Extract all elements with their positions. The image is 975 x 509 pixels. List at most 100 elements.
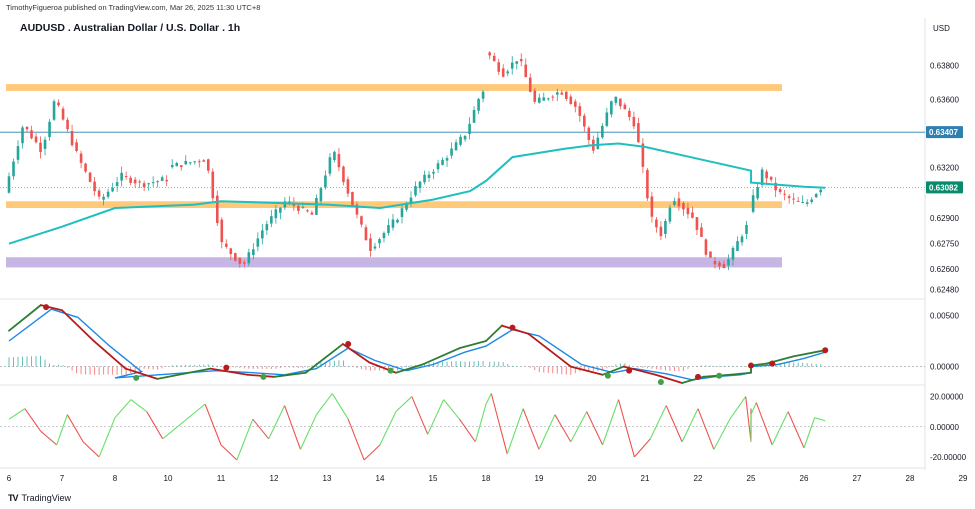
candle-body — [414, 186, 417, 196]
candle-body — [256, 238, 260, 247]
candle-body — [463, 135, 467, 140]
candle-body — [614, 96, 618, 103]
candle-body — [751, 195, 755, 212]
candle-body — [124, 176, 128, 178]
candle-body — [197, 161, 201, 163]
time-tick-label: 14 — [376, 474, 385, 483]
cross-dot-bullish — [657, 378, 664, 385]
cross-dot-bullish — [133, 374, 140, 381]
momentum-line-segment — [427, 399, 445, 435]
momentum-line-segment — [204, 403, 222, 446]
candle-body — [632, 116, 636, 127]
time-tick-label: 12 — [270, 474, 279, 483]
candle-body — [686, 207, 690, 215]
price-tick-label: 0.62480 — [930, 286, 959, 295]
candle-body — [409, 197, 413, 203]
fast-line-segment — [209, 367, 249, 376]
candle-body — [655, 219, 658, 228]
fast-line-segment — [61, 309, 95, 342]
momentum-line-segment — [146, 411, 164, 440]
fast-line-segment — [421, 347, 461, 366]
mom-tick-label: 20.00000 — [930, 393, 964, 402]
candle-body — [510, 62, 514, 69]
fast-line-segment — [156, 367, 212, 380]
hist-bars-group — [8, 355, 822, 376]
hist-tick-label: 0.00500 — [930, 311, 959, 320]
cross-dot-bearish — [626, 367, 633, 374]
candle-body — [243, 262, 246, 264]
time-tick-label: 22 — [694, 474, 703, 483]
candle-body — [551, 96, 555, 98]
candle-body — [247, 252, 251, 264]
candle-body — [342, 166, 345, 183]
momentum-line-segment — [459, 418, 476, 443]
candle-body — [564, 91, 568, 99]
candle-body — [66, 119, 69, 130]
price-tick-label: 0.62750 — [930, 240, 959, 249]
candle-body — [297, 205, 300, 211]
candle-body — [12, 161, 15, 177]
candle-body — [492, 55, 496, 62]
currency-label[interactable]: USD — [933, 24, 950, 33]
momentum-line-segment — [252, 418, 270, 440]
candle-body — [805, 202, 809, 204]
candle-body — [601, 125, 604, 138]
cross-dot-bearish — [822, 347, 829, 354]
price-tick-label: 0.63600 — [930, 95, 959, 104]
time-tick-label: 20 — [588, 474, 597, 483]
candle-body — [111, 187, 114, 192]
cross-dot-bullish — [387, 367, 394, 374]
momentum-line-segment — [379, 411, 397, 446]
momentum-line-segment — [586, 411, 604, 446]
candle-body — [102, 196, 105, 200]
candle-body — [337, 154, 341, 168]
momentum-line-segment — [474, 403, 487, 442]
momentum-line-segment — [681, 408, 699, 443]
mom-tick-label: 0.00000 — [930, 423, 959, 432]
momentum-line-segment — [713, 418, 731, 450]
tradingview-brand[interactable]: TV TradingView — [8, 493, 71, 503]
candle-body — [261, 230, 264, 239]
momentum-line-segment — [697, 408, 715, 450]
candle-body — [7, 176, 11, 193]
candle-body — [120, 172, 123, 181]
candle-body — [515, 61, 519, 64]
candle-body — [650, 196, 654, 217]
momentum-line-segment — [602, 399, 620, 446]
candle-body — [188, 162, 192, 164]
candle-body — [315, 198, 318, 215]
price-tick-label: 0.63200 — [930, 163, 959, 172]
candle-body — [179, 165, 183, 168]
cross-dot-bearish — [345, 341, 352, 348]
candle-body — [405, 204, 408, 210]
candle-body — [546, 98, 550, 100]
candle-body — [16, 146, 20, 160]
candle-body — [265, 224, 269, 231]
candle-body — [206, 159, 210, 171]
momentum-line-segment — [299, 414, 317, 450]
candle-body — [292, 203, 296, 206]
candle-body — [542, 97, 546, 101]
momentum-line-segment — [490, 393, 508, 455]
momentum-line-segment — [538, 414, 556, 450]
hist-tick-label: 0.00000 — [930, 363, 959, 372]
candle-body — [151, 182, 155, 184]
cross-dot-bearish — [43, 304, 50, 311]
cross-dot-bearish — [748, 362, 754, 369]
candle-body — [765, 171, 768, 179]
candle-body — [84, 163, 87, 172]
momentum-line-segment — [814, 417, 826, 422]
candle-body — [756, 187, 759, 199]
candle-body — [234, 253, 237, 261]
candle-body — [48, 121, 51, 138]
candle-body — [88, 172, 92, 182]
candle-body — [310, 212, 314, 215]
candle-body — [61, 108, 65, 120]
momentum-line-segment — [82, 441, 100, 458]
time-tick-label: 15 — [429, 474, 438, 483]
fast-line-segment — [485, 324, 503, 342]
candle-body — [778, 189, 782, 192]
mom-tick-label: -20.00000 — [930, 453, 967, 462]
candle-body — [400, 208, 404, 217]
